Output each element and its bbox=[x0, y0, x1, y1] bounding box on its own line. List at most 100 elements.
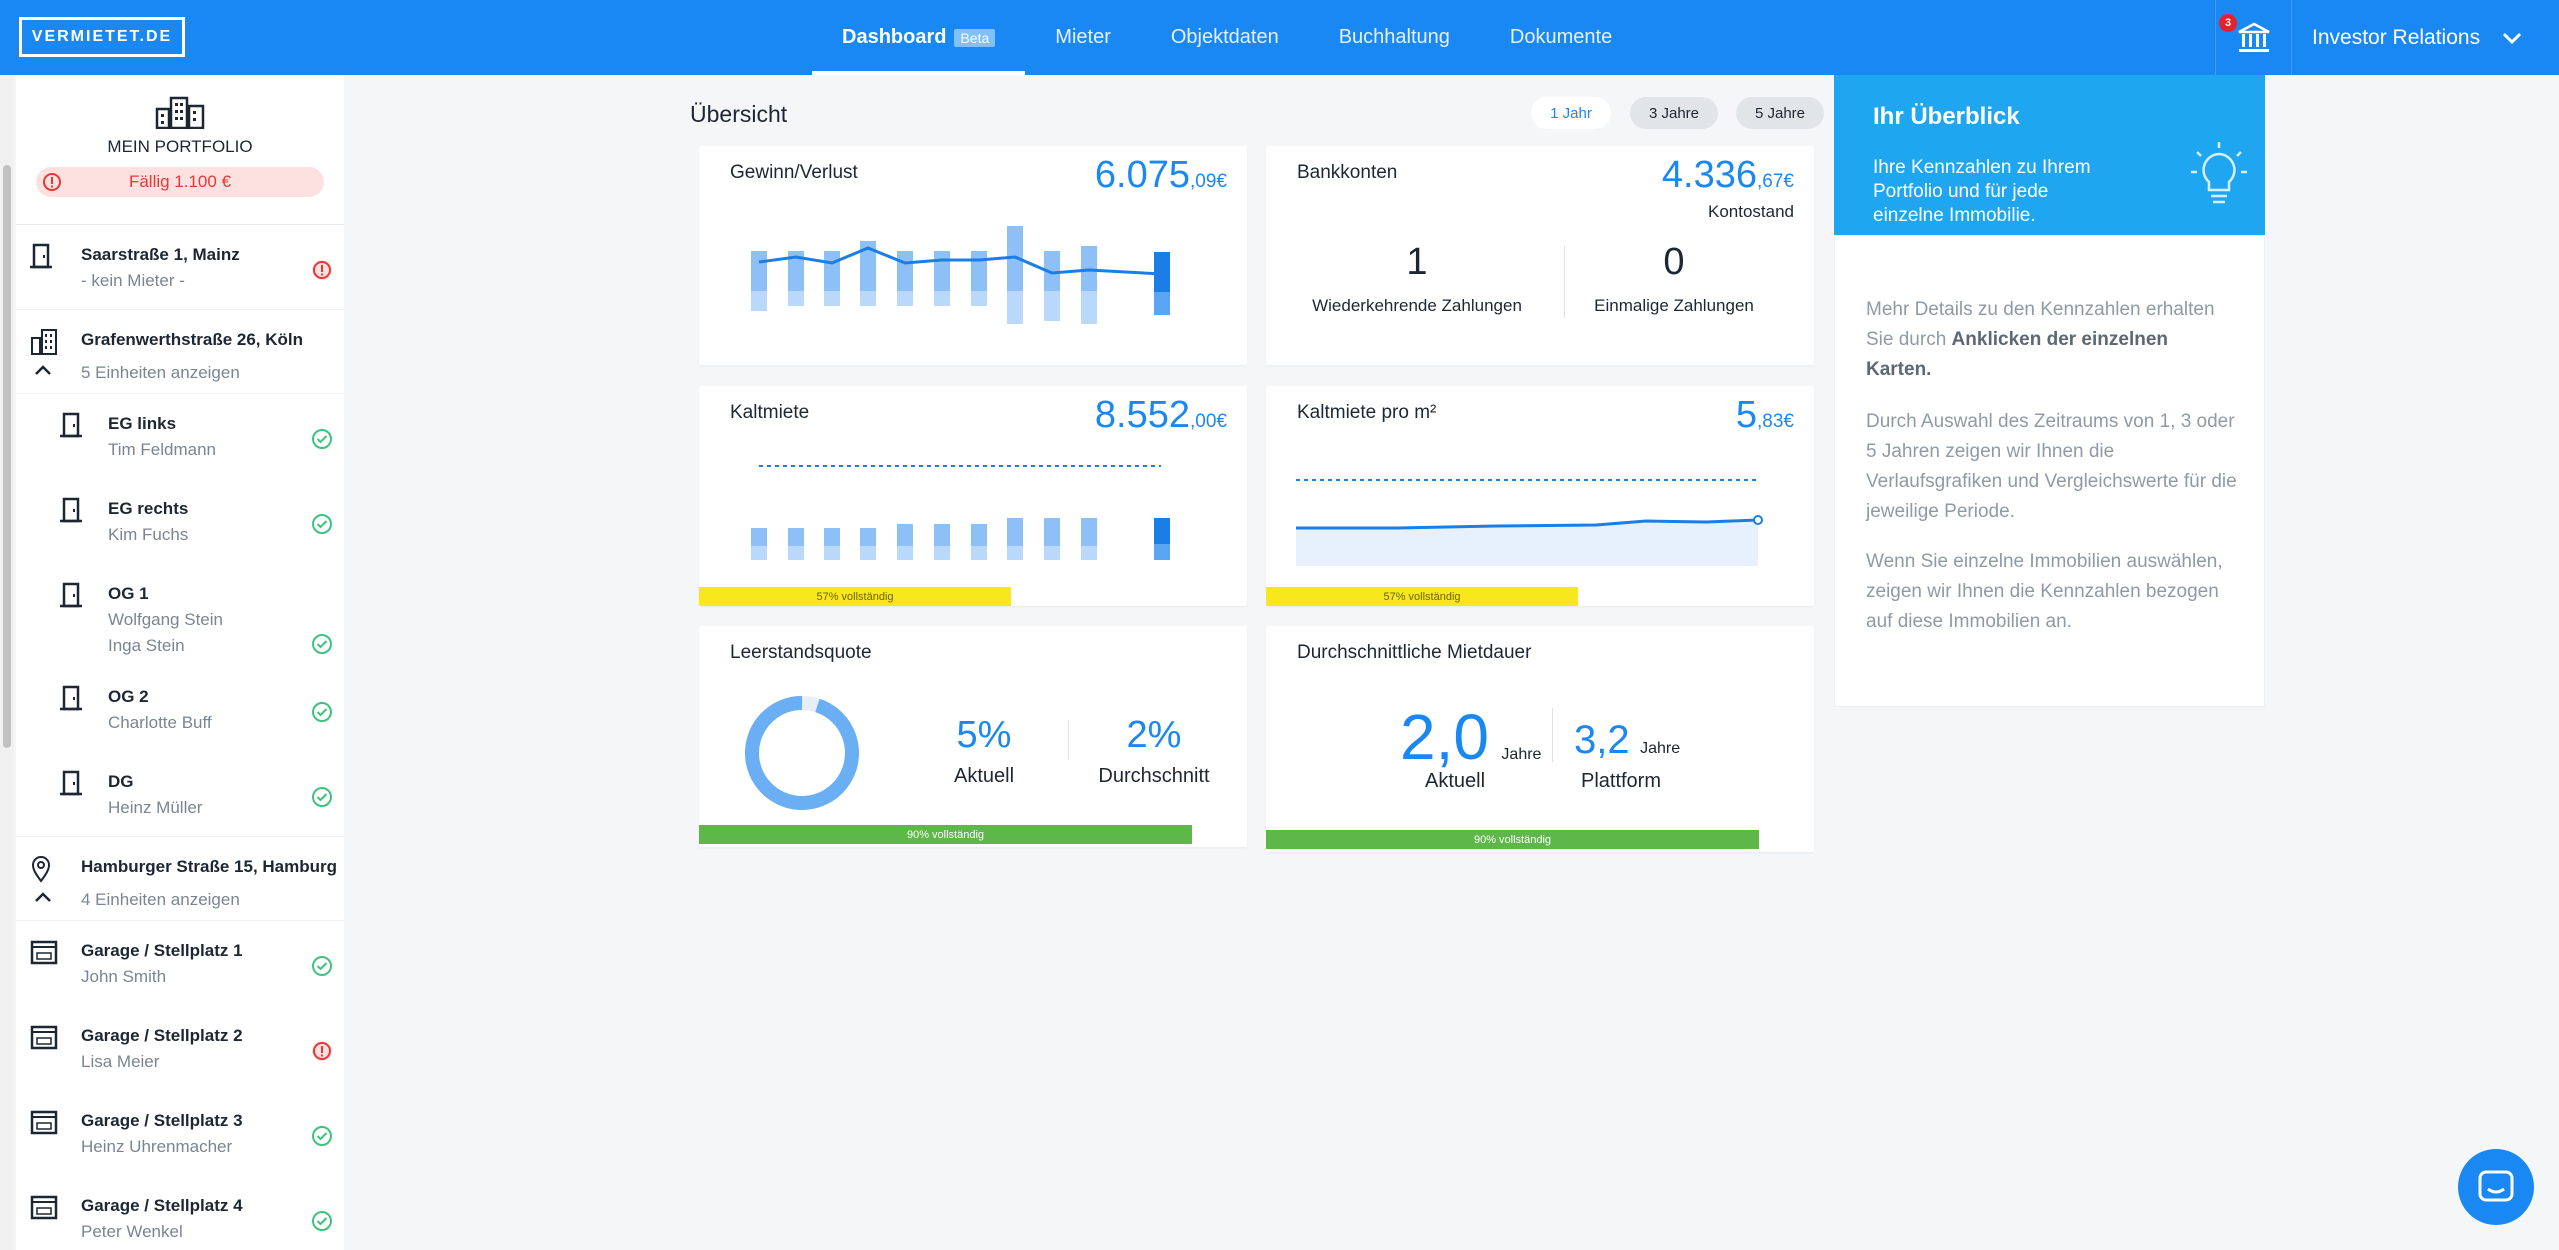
onetime-payments[interactable]: 0 Einmalige Zahlungen bbox=[1564, 241, 1784, 316]
overview-paragraph-1: Mehr Details zu den Kennzahlen erhalten … bbox=[1866, 295, 2238, 385]
check-icon bbox=[312, 514, 332, 534]
garage-1[interactable]: Garage / Stellplatz 1 John Smith bbox=[16, 921, 344, 1006]
garage-4[interactable]: Garage / Stellplatz 4 Peter Wenkel bbox=[16, 1176, 344, 1250]
rent-sqm-value-main: 5 bbox=[1735, 394, 1758, 436]
top-bar: VERMIETET.DE Dashboard Beta Mieter Objek… bbox=[0, 0, 2559, 75]
unit-dg[interactable]: DG Heinz Müller bbox=[16, 752, 344, 837]
sidebar-scrollbar[interactable] bbox=[0, 75, 14, 1250]
unit-og-1[interactable]: OG 1 Wolfgang Stein Inga Stein bbox=[16, 564, 344, 667]
garage-icon bbox=[30, 1025, 58, 1050]
card-title: Gewinn/Verlust bbox=[730, 162, 858, 183]
vacancy-card[interactable]: Leerstandsquote 5% Aktuell 2% Durchschni… bbox=[699, 626, 1247, 847]
expand-units-toggle[interactable]: 5 Einheiten anzeigen bbox=[16, 352, 344, 394]
alert-icon bbox=[43, 173, 61, 191]
rent-duration-card[interactable]: Durchschnittliche Mietdauer 2,0 Jahre Ak… bbox=[1266, 626, 1814, 852]
unit-name: EG links bbox=[108, 414, 177, 433]
unit-name: EG rechts bbox=[108, 499, 189, 518]
check-icon bbox=[312, 702, 332, 722]
garage-icon bbox=[30, 1110, 58, 1135]
nav-mieter[interactable]: Mieter bbox=[1055, 26, 1111, 48]
range-5-years[interactable]: 5 Jahre bbox=[1736, 97, 1824, 129]
recurring-payments[interactable]: 1 Wiederkehrende Zahlungen bbox=[1292, 241, 1542, 316]
bank-balance-decimals: ,67€ bbox=[1757, 171, 1794, 192]
unit-tenant: Kim Fuchs bbox=[108, 525, 189, 544]
rent-sqm-progress-bar: 57% vollständig bbox=[1266, 587, 1578, 606]
rent-card[interactable]: Kaltmiete 8.552,00€ 57% vollständig bbox=[699, 386, 1247, 606]
card-title: Bankkonten bbox=[1297, 162, 1398, 183]
property-grafenwerthstrasse[interactable]: Grafenwerthstraße 26, Köln bbox=[16, 310, 344, 380]
expand-units-label: 4 Einheiten anzeigen bbox=[81, 890, 240, 909]
unit-og-2[interactable]: OG 2 Charlotte Buff bbox=[16, 667, 344, 752]
apartment-building-icon bbox=[31, 329, 57, 355]
unit-eg-rechts[interactable]: EG rechts Kim Fuchs bbox=[16, 479, 344, 564]
vacancy-current-label: Aktuell bbox=[953, 765, 1015, 787]
overview-subtitle: Ihre Kennzahlen zu Ihrem Portfolio und f… bbox=[1873, 157, 2091, 226]
property-name: Saarstraße 1, Mainz bbox=[81, 245, 240, 264]
nav-objektdaten[interactable]: Objektdaten bbox=[1170, 26, 1279, 48]
duration-platform-value: 3,2 bbox=[1574, 718, 1630, 762]
door-icon bbox=[60, 412, 82, 438]
profit-value: 6.075,09€ bbox=[1095, 154, 1227, 197]
overview-body: Mehr Details zu den Kennzahlen erhalten … bbox=[1834, 235, 2265, 707]
garage-2[interactable]: Garage / Stellplatz 2 Lisa Meier bbox=[16, 1006, 344, 1091]
bank-card[interactable]: Bankkonten 4.336,67€ Kontostand 1 Wieder… bbox=[1266, 146, 1814, 365]
garage-name: Garage / Stellplatz 3 bbox=[81, 1111, 243, 1130]
garage-tenant: Peter Wenkel bbox=[81, 1222, 183, 1241]
garage-3[interactable]: Garage / Stellplatz 3 Heinz Uhrenmacher bbox=[16, 1091, 344, 1176]
profit-card[interactable]: Gewinn/Verlust 6.075,09€ bbox=[699, 146, 1247, 365]
nav-dashboard[interactable]: Dashboard Beta bbox=[812, 0, 1026, 75]
overview-paragraph-1-bold: Anklicken der einzelnen Karten. bbox=[1866, 329, 2169, 380]
main-nav: Dashboard Beta Mieter Objektdaten Buchha… bbox=[812, 0, 1642, 75]
door-icon bbox=[30, 243, 52, 269]
rent-chart bbox=[751, 465, 1170, 560]
rent-sqm-value: 5,83€ bbox=[1736, 394, 1794, 437]
rent-progress-bar: 57% vollständig bbox=[699, 587, 1011, 606]
divider bbox=[1552, 708, 1553, 762]
check-icon bbox=[312, 634, 332, 654]
rent-per-sqm-card[interactable]: Kaltmiete pro m² 5,83€ 57% vollständig bbox=[1266, 386, 1814, 606]
chat-button[interactable] bbox=[2458, 1149, 2534, 1225]
unit-name: OG 2 bbox=[108, 687, 149, 706]
nav-buchhaltung[interactable]: Buchhaltung bbox=[1338, 26, 1450, 48]
user-menu[interactable]: Investor Relations bbox=[2312, 0, 2522, 75]
garage-name: Garage / Stellplatz 1 bbox=[81, 941, 243, 960]
duration-current-value: 2,0 bbox=[1400, 701, 1489, 773]
rent-sqm-value-decimals: ,83€ bbox=[1757, 411, 1794, 432]
rent-value-decimals: ,00€ bbox=[1190, 411, 1227, 432]
bank-balance: 4.336,67€ bbox=[1662, 154, 1794, 197]
recurring-count: 1 bbox=[1406, 241, 1428, 283]
property-saarstrasse[interactable]: Saarstraße 1, Mainz - kein Mieter - bbox=[16, 225, 344, 310]
property-name: Grafenwerthstraße 26, Köln bbox=[81, 330, 304, 349]
unit-eg-links[interactable]: EG links Tim Feldmann bbox=[16, 394, 344, 479]
duration-platform: 3,2 Jahre bbox=[1574, 718, 1680, 763]
location-pin-icon bbox=[31, 856, 51, 883]
unit-tenant-2: Inga Stein bbox=[108, 636, 185, 655]
rent-sqm-chart bbox=[1296, 479, 1763, 566]
range-1-year[interactable]: 1 Jahr bbox=[1531, 97, 1611, 129]
divider bbox=[1068, 720, 1069, 760]
duration-platform-label: Plattform bbox=[1580, 770, 1662, 792]
scrollbar-thumb[interactable] bbox=[3, 165, 11, 748]
expand-units-toggle[interactable]: 4 Einheiten anzeigen bbox=[16, 879, 344, 921]
overview-header: Ihr Überblick Ihre Kennzahlen zu Ihrem P… bbox=[1834, 75, 2265, 235]
lightbulb-icon bbox=[2191, 142, 2247, 204]
door-icon bbox=[60, 497, 82, 523]
due-amount-badge[interactable]: Fällig 1.100 € bbox=[36, 167, 324, 197]
overview-title: Ihr Überblick bbox=[1873, 103, 2020, 130]
unit-tenant: Wolfgang Stein bbox=[108, 610, 223, 629]
nav-dokumente[interactable]: Dokumente bbox=[1509, 26, 1613, 48]
range-3-years[interactable]: 3 Jahre bbox=[1630, 97, 1718, 129]
user-name: Investor Relations bbox=[2312, 25, 2481, 49]
notification-badge: 3 bbox=[2219, 14, 2237, 32]
portfolio-summary[interactable]: MEIN PORTFOLIO Fällig 1.100 € bbox=[16, 75, 344, 225]
vacancy-average-label: Durchschnitt bbox=[1098, 765, 1210, 787]
card-title: Leerstandsquote bbox=[730, 642, 872, 663]
profit-value-decimals: ,09€ bbox=[1190, 171, 1227, 192]
logo[interactable]: VERMIETET.DE bbox=[19, 17, 185, 57]
check-icon bbox=[312, 787, 332, 807]
profit-chart bbox=[751, 226, 1170, 324]
check-icon bbox=[312, 429, 332, 449]
bank-button[interactable] bbox=[2215, 0, 2292, 75]
property-hamburger-strasse[interactable]: Hamburger Straße 15, Hamburg bbox=[16, 837, 344, 907]
rent-value-main: 8.552 bbox=[1094, 394, 1191, 436]
